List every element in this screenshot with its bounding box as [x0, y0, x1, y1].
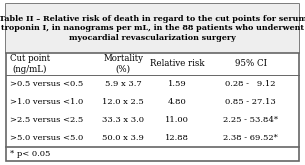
- Text: 11.00: 11.00: [166, 116, 189, 124]
- Text: Relative risk: Relative risk: [150, 60, 205, 68]
- Text: 2.38 - 69.52*: 2.38 - 69.52*: [223, 134, 278, 142]
- Text: Table II – Relative risk of death in regard to the cut points for serum
troponin: Table II – Relative risk of death in reg…: [0, 15, 305, 42]
- Text: 2.25 - 53.84*: 2.25 - 53.84*: [223, 116, 278, 124]
- Text: 5.9 x 3.7: 5.9 x 3.7: [105, 80, 142, 88]
- Bar: [6, 4, 299, 53]
- Text: 95% CI: 95% CI: [235, 60, 267, 68]
- Text: 0.85 - 27.13: 0.85 - 27.13: [225, 98, 276, 106]
- Text: >2.5 versus <2.5: >2.5 versus <2.5: [10, 116, 83, 124]
- Text: 33.3 x 3.0: 33.3 x 3.0: [102, 116, 144, 124]
- Text: 0.28 -   9.12: 0.28 - 9.12: [225, 80, 276, 88]
- Text: Mortality
(%): Mortality (%): [103, 54, 143, 74]
- Text: 12.0 x 2.5: 12.0 x 2.5: [102, 98, 144, 106]
- Text: 1.59: 1.59: [168, 80, 187, 88]
- Text: Cut point
(ng/mL): Cut point (ng/mL): [10, 54, 50, 74]
- Text: * p< 0.05: * p< 0.05: [10, 150, 50, 158]
- Text: 50.0 x 3.9: 50.0 x 3.9: [102, 134, 144, 142]
- Text: >0.5 versus <0.5: >0.5 versus <0.5: [10, 80, 83, 88]
- Text: >5.0 versus <5.0: >5.0 versus <5.0: [10, 134, 83, 142]
- Text: 12.88: 12.88: [165, 134, 189, 142]
- Text: 4.80: 4.80: [168, 98, 187, 106]
- Text: >1.0 versus <1.0: >1.0 versus <1.0: [10, 98, 83, 106]
